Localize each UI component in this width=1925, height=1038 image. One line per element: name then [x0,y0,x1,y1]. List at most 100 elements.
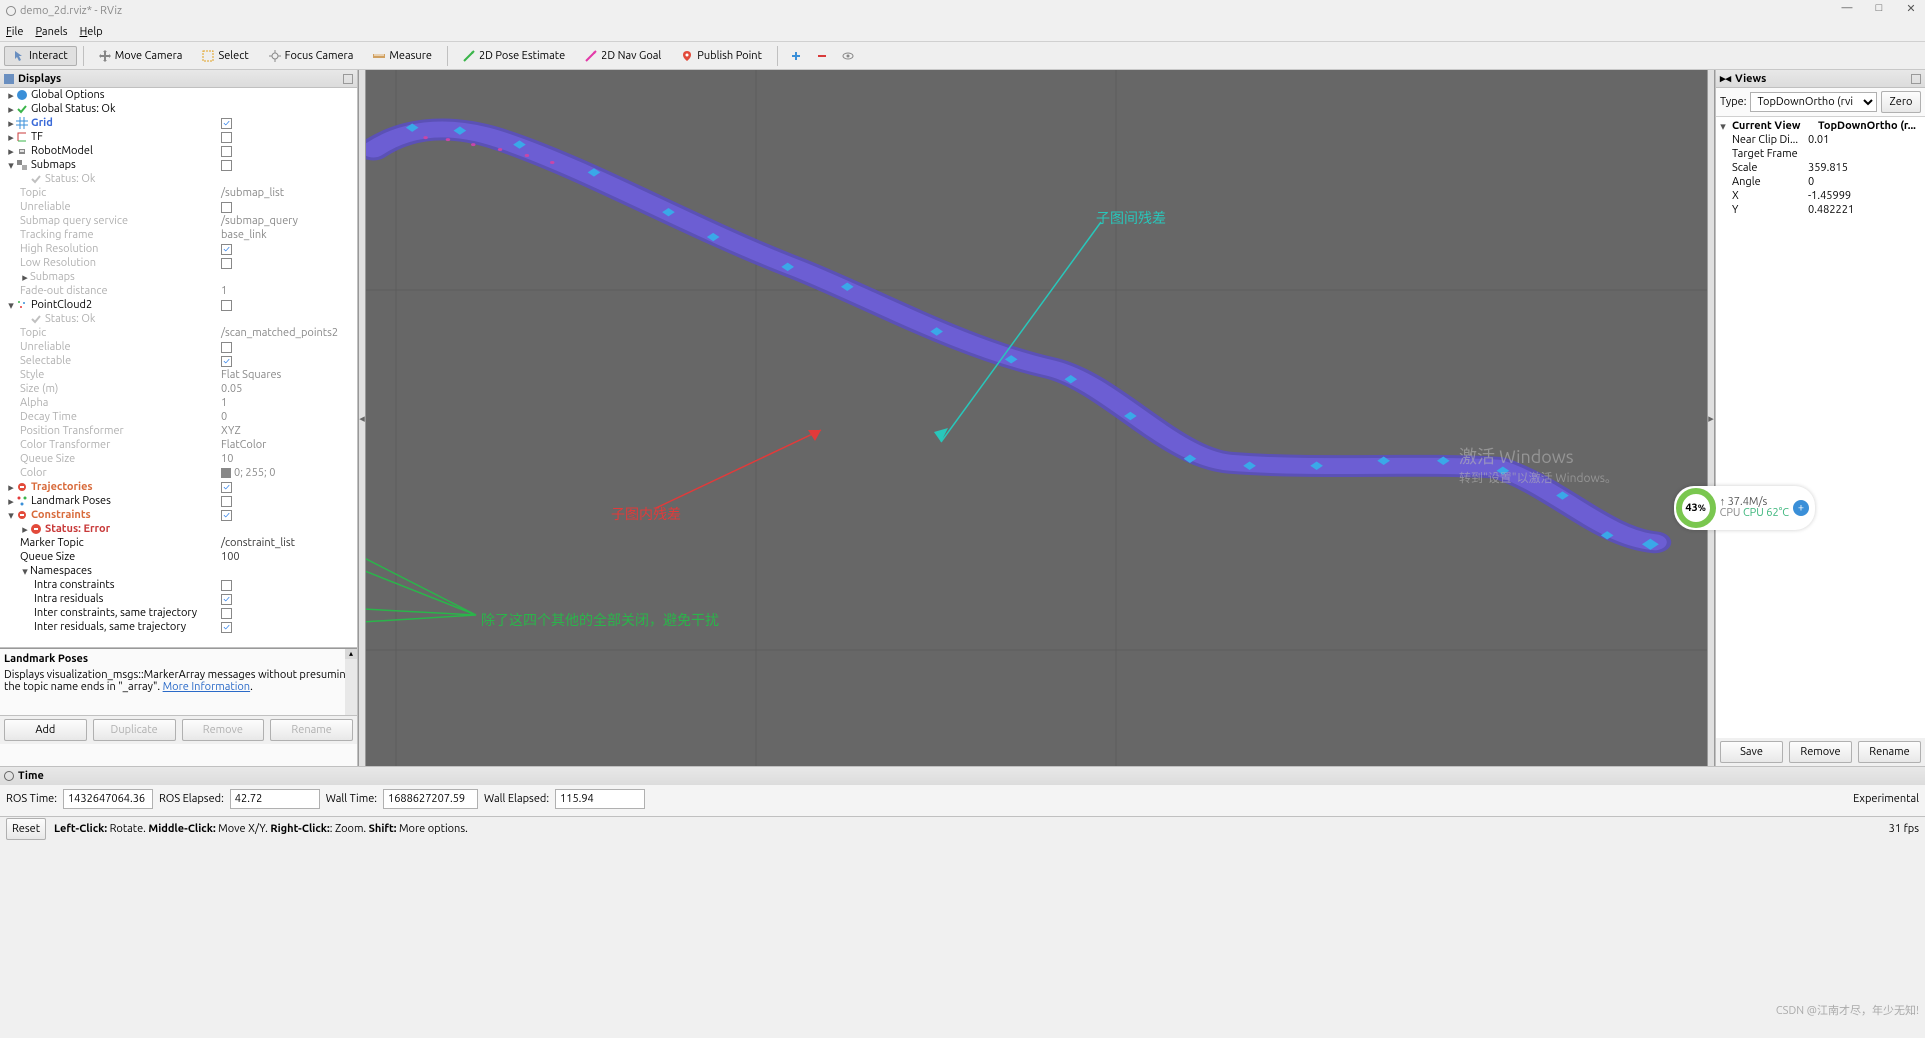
viewport-3d[interactable]: 子图间残差 子图内残差 除了这四个其他的全部关闭，避免干扰 激活 Windows… [366,70,1707,766]
inter-residuals-row[interactable]: Inter residuals, same trajectory [34,621,186,633]
cpu-add-button[interactable]: + [1793,500,1809,516]
wall-time-input[interactable] [383,789,478,809]
global-options-row[interactable]: Global Options [31,89,105,101]
ros-elapsed-input[interactable] [230,789,320,809]
publish-point-button[interactable]: Publish Point [672,46,771,66]
view-prop-val[interactable]: 0 [1808,176,1923,188]
views-tree: ▾Current ViewTopDownOrtho (r... Near Cli… [1716,117,1925,738]
displays-tree: ▸Global Options ▸Global Status: Ok ▸Grid… [0,88,357,648]
view-type-label: Type: [1720,96,1746,108]
robot-icon [16,145,28,157]
trajectories-row[interactable]: Trajectories [31,481,93,493]
pointcloud-row[interactable]: PointCloud2 [31,299,92,311]
focus-camera-button[interactable]: Focus Camera [260,46,363,66]
window-titlebar: demo_2d.rviz* - RViz — □ ✕ [0,0,1925,22]
trajectories-checkbox[interactable] [221,482,232,493]
view-prop-key[interactable]: Angle [1718,176,1808,188]
view-prop-key[interactable]: Near Clip Di... [1718,134,1808,146]
views-header[interactable]: ▸◂ Views [1716,70,1925,88]
visibility-icon[interactable] [842,50,854,62]
landmark-poses-row[interactable]: Landmark Poses [31,495,111,507]
inter-residuals-checkbox[interactable] [221,622,232,633]
submaps-checkbox[interactable] [221,160,232,171]
move-camera-icon [99,50,111,62]
collapse-right-button[interactable]: ▸ [1707,70,1715,766]
grid-row[interactable]: Grid [31,117,53,129]
interact-button[interactable]: Interact [4,46,77,66]
fps-label: 31 fps [1889,823,1919,835]
menu-help[interactable]: Help [80,26,103,38]
current-view-row[interactable]: Current View [1728,120,1818,132]
displays-button-row: Add Duplicate Remove Rename [0,716,357,744]
minimize-button[interactable]: — [1837,2,1857,15]
nav-goal-label: 2D Nav Goal [601,50,661,62]
marker-topic-row[interactable]: Marker Topic [20,537,84,549]
pose-estimate-button[interactable]: 2D Pose Estimate [454,46,574,66]
ros-time-label: ROS Time: [6,793,57,805]
view-prop-val[interactable]: 0.482221 [1808,204,1923,216]
expand-arrow[interactable]: ▸ [6,89,16,102]
intra-residuals-checkbox[interactable] [221,594,232,605]
pointcloud-checkbox[interactable] [221,300,232,311]
intra-residuals-row[interactable]: Intra residuals [34,593,103,605]
select-button[interactable]: Select [193,46,257,66]
view-prop-key[interactable]: Scale [1718,162,1808,174]
views-rename-button[interactable]: Rename [1858,741,1921,763]
cpu-widget[interactable]: 43% ↑ 37.4M/s CPU CPU 62°C + [1674,486,1815,530]
ros-time-input[interactable] [63,789,153,809]
remove-tool-icon[interactable] [816,50,828,62]
view-type-select[interactable]: TopDownOrtho (rvi [1750,92,1877,112]
nav-goal-button[interactable]: 2D Nav Goal [576,46,670,66]
intra-constraints-row[interactable]: Intra constraints [34,579,115,591]
views-close-button[interactable] [1911,74,1921,84]
view-prop-key[interactable]: Y [1718,204,1808,216]
add-tool-icon[interactable] [790,50,802,62]
tf-row[interactable]: TF [31,131,43,143]
add-button[interactable]: Add [4,719,87,741]
view-prop-val[interactable]: 0.01 [1808,134,1923,146]
view-prop-key[interactable]: Target Frame [1718,148,1808,160]
queue-size-row[interactable]: Queue Size [20,551,75,563]
more-info-link[interactable]: More Information [163,681,250,693]
displays-header[interactable]: Displays [0,70,357,88]
rename-button: Rename [270,719,353,741]
grid-checkbox[interactable] [221,118,232,129]
constraints-row[interactable]: Constraints [31,509,91,521]
wall-elapsed-input[interactable] [555,789,645,809]
inter-constraints-checkbox[interactable] [221,608,232,619]
view-prop-val[interactable]: -1.45999 [1808,190,1923,202]
submaps-row[interactable]: Submaps [31,159,76,171]
check-icon [30,173,42,185]
menu-panels[interactable]: Panels [35,26,67,38]
measure-button[interactable]: Measure [364,46,441,66]
view-prop-val[interactable]: 359.815 [1808,162,1923,174]
inter-constraints-row[interactable]: Inter constraints, same trajectory [34,607,197,619]
select-label: Select [218,50,248,62]
collapse-left-button[interactable]: ◂ [358,70,366,766]
tf-checkbox[interactable] [221,132,232,143]
view-prop-key[interactable]: X [1718,190,1808,202]
zero-button[interactable]: Zero [1881,91,1921,113]
menu-file[interactable]: FFileile [6,26,23,38]
intra-constraints-checkbox[interactable] [221,580,232,591]
move-camera-button[interactable]: Move Camera [90,46,192,66]
help-area: ▴ Landmark Poses Displays visualization_… [0,648,357,716]
window-title: demo_2d.rviz* - RViz [20,5,122,17]
save-button[interactable]: Save [1720,741,1783,763]
scrollbar-up[interactable]: ▴ [345,649,357,659]
landmark-checkbox[interactable] [221,496,232,507]
views-remove-button[interactable]: Remove [1789,741,1852,763]
maximize-button[interactable]: □ [1869,2,1889,15]
robotmodel-row[interactable]: RobotModel [31,145,93,157]
status-error-row[interactable]: Status: Error [45,523,110,535]
constraints-checkbox[interactable] [221,510,232,521]
close-button[interactable]: ✕ [1901,2,1921,15]
time-panel: Time ROS Time: ROS Elapsed: Wall Time: W… [0,766,1925,816]
robotmodel-checkbox[interactable] [221,146,232,157]
reset-button[interactable]: Reset [6,818,46,840]
panel-close-button[interactable] [343,74,353,84]
global-status-row[interactable]: Global Status: Ok [31,103,116,115]
namespaces-row[interactable]: Namespaces [30,565,92,577]
time-header[interactable]: Time [0,767,1925,785]
tf-icon [16,131,28,143]
